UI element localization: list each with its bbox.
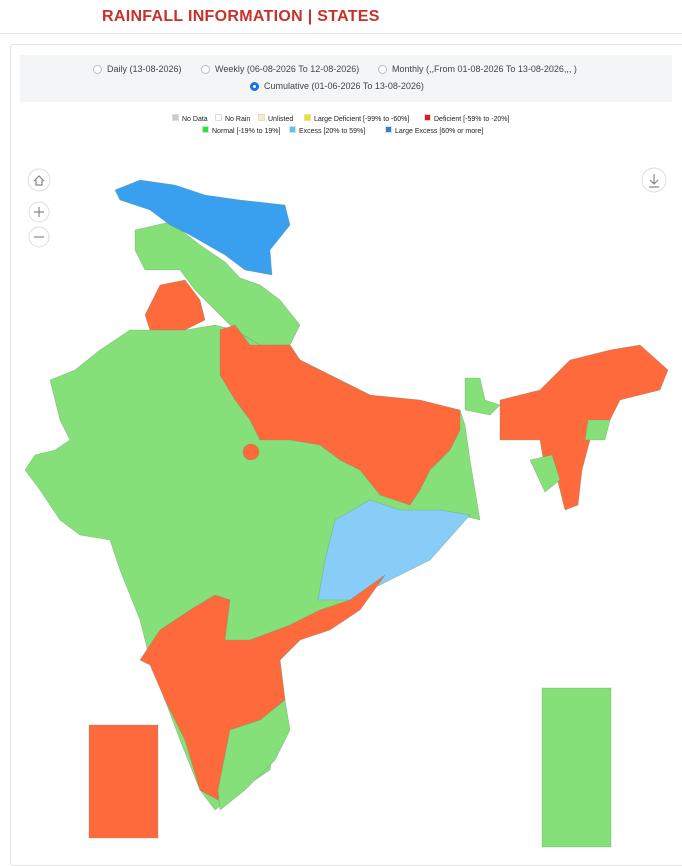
option-label: Monthly (,,From 01-08-2026 To 13-08-2026… <box>392 64 577 74</box>
region[interactable] <box>139 574 386 801</box>
region[interactable] <box>541 687 612 848</box>
legend-item[interactable]: Large Deficient [-99% to -60%] <box>304 114 409 123</box>
radio-button[interactable] <box>93 65 102 74</box>
option-label: Weekly (06-08-2026 To 12-08-2026) <box>215 64 360 74</box>
legend-item[interactable]: Deficient [-59% to -20%] <box>424 114 509 123</box>
plus-icon <box>34 207 44 217</box>
download-icon <box>649 174 659 188</box>
period-selector <box>20 55 672 102</box>
divider <box>0 33 682 34</box>
legend-swatch <box>202 126 209 133</box>
legend-swatch <box>172 114 179 121</box>
legend-item[interactable]: Large Excess [60% or more] <box>385 126 483 135</box>
legend-item[interactable]: No Data <box>172 114 208 123</box>
radio-button[interactable] <box>378 65 387 74</box>
legend-label: Large Excess [60% or more] <box>395 128 484 135</box>
region[interactable] <box>114 179 291 276</box>
home-button[interactable] <box>27 168 51 192</box>
period-option[interactable]: Weekly (06-08-2026 To 12-08-2026) <box>201 64 359 74</box>
period-option[interactable]: Cumulative (01-06-2026 To 13-08-2026) <box>250 81 424 91</box>
option-label: Cumulative (01-06-2026 To 13-08-2026) <box>264 81 424 91</box>
legend-item[interactable]: Normal [-19% to 19%] <box>202 126 280 135</box>
region[interactable] <box>217 699 291 811</box>
period-option[interactable]: Daily (13-08-2026) <box>93 64 182 74</box>
period-option[interactable]: Monthly (,,From 01-08-2026 To 13-08-2026… <box>378 64 577 74</box>
legend-swatch <box>289 126 296 133</box>
radio-button[interactable] <box>250 82 259 91</box>
home-icon <box>33 175 45 186</box>
region[interactable] <box>242 443 260 461</box>
legend-label: Normal [-19% to 19%] <box>212 128 281 135</box>
legend-item[interactable]: Excess [20% to 59%] <box>289 126 365 135</box>
legend-swatch <box>304 114 311 121</box>
legend-label: Deficient [-59% to -20%] <box>434 116 510 123</box>
legend-label: Excess [20% to 59%] <box>299 128 366 135</box>
legend-label: Large Deficient [-99% to -60%] <box>314 116 410 123</box>
legend-label: No Rain <box>225 116 251 123</box>
page-title: RAINFALL INFORMATION | STATES <box>102 8 380 25</box>
legend-swatch <box>385 126 392 133</box>
region[interactable] <box>584 419 611 441</box>
legend-item[interactable]: No Rain <box>215 114 250 123</box>
region[interactable] <box>464 377 501 416</box>
option-label: Daily (13-08-2026) <box>107 64 182 74</box>
region[interactable] <box>499 344 669 511</box>
legend-swatch <box>215 114 222 121</box>
region[interactable] <box>317 499 471 601</box>
legend-swatch <box>258 114 265 121</box>
legend-label: Unlisted <box>268 116 294 123</box>
legend-item[interactable]: Unlisted <box>258 114 293 123</box>
legend-swatch <box>424 114 431 121</box>
legend-label: No Data <box>182 116 208 123</box>
radio-button[interactable] <box>201 65 210 74</box>
region[interactable] <box>529 454 561 493</box>
region[interactable] <box>88 724 159 839</box>
region[interactable] <box>219 324 461 506</box>
region[interactable] <box>144 279 206 331</box>
